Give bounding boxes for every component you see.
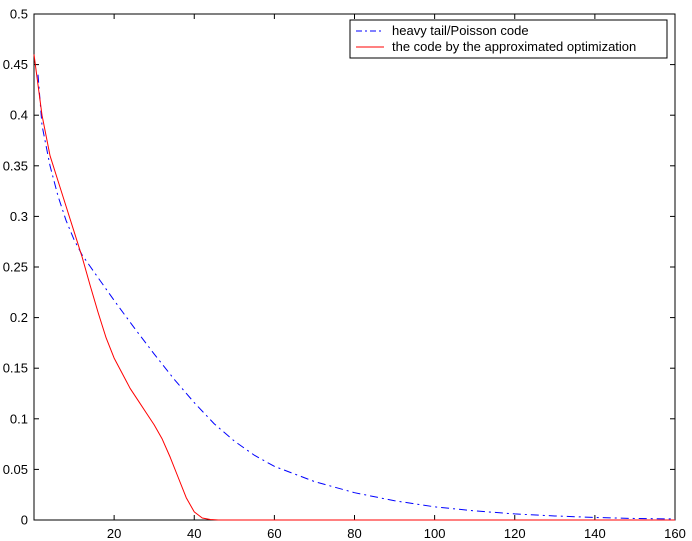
y-tick-label: 0.1: [10, 411, 28, 426]
x-tick-label: 160: [664, 526, 686, 541]
y-tick-label: 0.35: [3, 158, 28, 173]
y-tick-label: 0.3: [10, 209, 28, 224]
x-tick-label: 20: [107, 526, 121, 541]
y-tick-label: 0.05: [3, 462, 28, 477]
x-tick-label: 120: [504, 526, 526, 541]
y-tick-label: 0.4: [10, 108, 28, 123]
series-line-1: [33, 54, 675, 521]
x-tick-label: 40: [187, 526, 201, 541]
axes: 20 40 60 80 100 120 140 160 0 0.05 0.1 0.15 0.2 0.25 0…: [3, 7, 686, 541]
y-tick-label: 0.25: [3, 260, 28, 275]
x-tick-label: 100: [424, 526, 446, 541]
x-tick-label: 140: [584, 526, 606, 541]
y-tick-label: 0: [21, 513, 28, 528]
y-tick-label: 0.45: [3, 57, 28, 72]
legend: heavy tail/Poisson code the code by the …: [349, 19, 668, 59]
y-tick-label: 0.15: [3, 361, 28, 376]
legend-box: [349, 19, 668, 59]
legend-label-heavy-tail: heavy tail/Poisson code: [392, 23, 529, 38]
series-line-0: [37, 74, 676, 520]
plot-frame: [33, 13, 676, 521]
legend-label-approx-optimization: the code by the approximated optimizatio…: [392, 39, 636, 54]
y-tick-label: 0.5: [10, 7, 28, 22]
plot-series: [33, 54, 676, 521]
x-tick-label: 60: [267, 526, 281, 541]
y-tick-label: 0.2: [10, 310, 28, 325]
x-tick-label: 80: [347, 526, 361, 541]
